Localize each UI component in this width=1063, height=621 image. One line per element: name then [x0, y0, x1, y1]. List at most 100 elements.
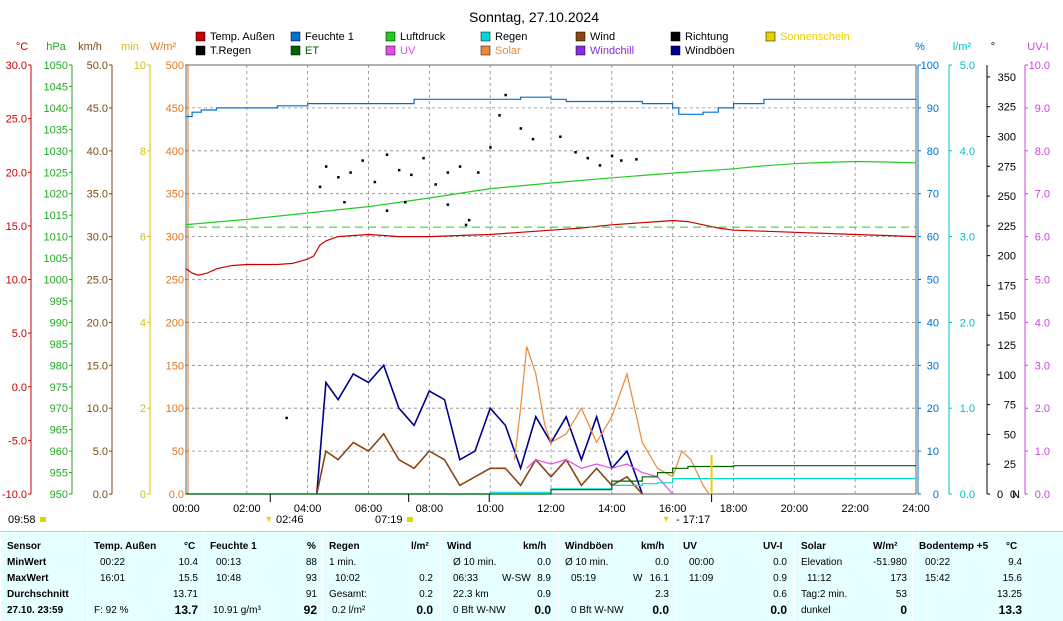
legend-swatch-icon: [195, 45, 206, 56]
stats-wind-beaufort: 0 Bft W-NW: [453, 605, 506, 616]
stats-temp-humidity-note: F: 92 %: [94, 605, 129, 616]
stats-uv-average: 0.6: [773, 589, 787, 600]
direction-point: [620, 159, 623, 162]
stats-wind-avg-label: Ø 10 min.: [453, 557, 497, 568]
x-tick-label: 12:00: [537, 503, 565, 515]
legend-label: Feuchte 1: [305, 31, 354, 43]
axis-tick-label: 25: [1004, 459, 1016, 471]
legend-swatch-icon: [385, 45, 396, 56]
axis-tick-label: 100: [921, 60, 939, 72]
stats-rain-current: 0.0: [416, 603, 433, 617]
axis-tick-label: 1040: [44, 103, 68, 115]
axis-unit-label: %: [915, 41, 925, 53]
axis-tick-label: 0.0: [169, 489, 184, 501]
axis-unit-label: min: [121, 41, 139, 53]
direction-point: [559, 135, 562, 138]
sunrise-icon: [40, 517, 46, 522]
axis-tick-label: 2.0: [1035, 403, 1050, 415]
axis-tick-label: 60: [927, 232, 939, 244]
axis-tick-label: 25.0: [87, 275, 108, 287]
axis-tick-label: 150: [166, 360, 184, 372]
axis-tick-label: 950: [50, 489, 68, 501]
stats-solar-current: 0: [900, 603, 907, 617]
direction-point: [446, 203, 450, 206]
axis-tick-label: 175: [998, 280, 1016, 292]
stats-rain-unit: l/m²: [411, 541, 429, 552]
axis-tick-label: 1020: [44, 189, 68, 201]
series-line-regen: [186, 478, 916, 495]
axis-tick-label: 2: [140, 403, 146, 415]
axis-tick-label: 1.0: [1035, 446, 1050, 458]
legend-label: UV: [400, 45, 416, 57]
stats-rain-header: Regen: [329, 541, 360, 552]
axis-tick-label: 4.0: [960, 146, 975, 158]
time-marker-label: 09:58: [8, 514, 36, 526]
direction-point: [464, 223, 468, 227]
stats-row-label: Durchschnitt: [7, 589, 69, 600]
direction-point: [574, 151, 577, 154]
sunrise-arrow-icon: ▾: [266, 514, 271, 525]
stats-humidity-max-time: 10:48: [216, 573, 242, 584]
stats-wind-avg-value: 0.0: [537, 557, 551, 568]
stats-humidity-average: 91: [305, 589, 317, 600]
axis-tick-label: 15.0: [6, 221, 27, 233]
series-line-wind: [316, 432, 643, 495]
stats-humidity-absolute: 10.91 g/m³: [213, 605, 261, 616]
x-tick-label: 16:00: [659, 503, 687, 515]
direction-point: [324, 165, 328, 168]
weather-chart: Sonntag, 27.10.2024 Temp. Außen Feuchte 1…: [2, 9, 1050, 526]
axis-tick-label: 975: [50, 382, 68, 394]
axis-tick-label: 0.0: [960, 489, 975, 501]
axis-tick-label: 8: [140, 146, 146, 158]
stats-wind-average: 0.9: [537, 589, 551, 600]
stats-temp-min-value: 10.4: [178, 557, 198, 568]
series-line-windb-en: [316, 363, 644, 495]
axis-tick-label: 50: [1004, 429, 1016, 441]
axis-tick-label: 955: [50, 468, 68, 480]
axis-tick-label: 995: [50, 296, 68, 308]
direction-point: [397, 168, 401, 172]
stats-temp-unit: °C: [184, 541, 196, 552]
axis-tick-label: 200: [166, 317, 184, 329]
axis-tick-label: 965: [50, 425, 68, 437]
axis-tick-label: 1000: [44, 275, 68, 287]
axis-tick-label: 6.0: [1035, 232, 1050, 244]
axis-tick-label: 20.0: [87, 317, 108, 329]
axis-tick-label: 70: [927, 189, 939, 201]
axis-tick-label: 5.0: [1035, 275, 1050, 287]
axis-tick-label: 450: [166, 103, 184, 115]
stats-humidity-unit: %: [307, 541, 316, 552]
direction-point: [531, 137, 535, 141]
axis-tick-label: 350: [166, 189, 184, 201]
axis-tick-label: 5.0: [960, 60, 975, 72]
stats-soil-min-value: 9.4: [1008, 557, 1022, 568]
chart-title: Sonntag, 27.10.2024: [469, 9, 599, 25]
stats-uv-current: 0.0: [770, 603, 787, 617]
direction-point: [361, 159, 364, 162]
axis-tick-label: 3.0: [960, 232, 975, 244]
axis-tick-label: 10.0: [1029, 60, 1050, 72]
axis-tick-label: 0.0: [12, 382, 27, 394]
direction-point: [446, 171, 450, 174]
axis-tick-label: 5.0: [93, 446, 108, 458]
series-line-uv: [526, 459, 674, 495]
axis-tick-label: 350: [998, 72, 1016, 84]
axis-tick-label: 6: [140, 232, 146, 244]
legend-swatch-icon: [290, 45, 301, 56]
stats-rain-column: Regen l/m² 1 min. 10:02 0.2 Gesamt: 0.2 …: [322, 532, 441, 621]
axis-tick-label: 250: [166, 275, 184, 287]
axis-unit-label: UV-I: [1027, 41, 1048, 53]
axis-tick-label: 1010: [44, 232, 68, 244]
stats-solar-day-value: 53: [895, 589, 907, 600]
stats-wind-header: Wind: [447, 541, 472, 552]
series-line-luftdruck: [185, 160, 917, 226]
axis-unit-label: °C: [16, 41, 28, 53]
stats-soil-max-value: 15.6: [1002, 573, 1022, 584]
legend-swatch-icon: [385, 31, 396, 42]
stats-row-label: MinWert: [7, 557, 47, 568]
stats-solar-state: dunkel: [801, 605, 831, 616]
axis-tick-label: 0: [140, 489, 146, 501]
legend-label: Temp. Außen: [210, 31, 275, 43]
stats-rain-max-value: 0.2: [419, 573, 433, 584]
stats-wind-max-direction: W-SW: [502, 573, 531, 584]
